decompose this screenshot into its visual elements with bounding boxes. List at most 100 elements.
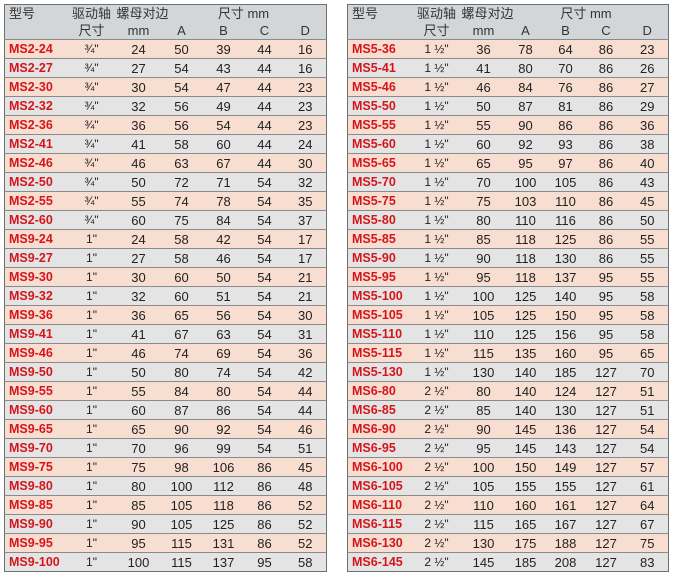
mm-cell: 41 bbox=[116, 324, 161, 344]
d-cell: 58 bbox=[284, 552, 327, 572]
b-cell: 155 bbox=[545, 476, 586, 496]
d-cell: 17 bbox=[284, 229, 327, 249]
c-cell: 54 bbox=[244, 191, 285, 211]
b-cell: 118 bbox=[202, 495, 245, 515]
table-row: MS9-90 1" 90 105 125 86 52 bbox=[4, 514, 327, 534]
b-cell: 160 bbox=[545, 343, 586, 363]
b-cell: 86 bbox=[545, 115, 586, 135]
b-cell: 84 bbox=[202, 210, 245, 230]
a-cell: 105 bbox=[160, 495, 203, 515]
c-cell: 127 bbox=[585, 552, 627, 572]
b-cell: 51 bbox=[202, 286, 245, 306]
mm-cell: 80 bbox=[461, 381, 506, 401]
a-cell: 60 bbox=[160, 267, 203, 287]
c-cell: 86 bbox=[585, 96, 627, 116]
b-cell: 39 bbox=[202, 39, 245, 59]
table-row: MS2-32 ¾" 32 56 49 44 23 bbox=[4, 96, 327, 116]
c-cell: 54 bbox=[244, 210, 285, 230]
mm-cell: 110 bbox=[461, 495, 506, 515]
b-cell: 161 bbox=[545, 495, 586, 515]
table-row: MS6-85 2 ½" 85 140 130 127 51 bbox=[347, 400, 669, 420]
b-cell: 116 bbox=[545, 210, 586, 230]
drive-cell: 1 ½" bbox=[411, 39, 462, 59]
a-cell: 74 bbox=[160, 343, 203, 363]
b-cell: 93 bbox=[545, 134, 586, 154]
table-row: MS5-80 1 ½" 80 110 116 86 50 bbox=[347, 210, 669, 230]
mm-cell: 36 bbox=[116, 115, 161, 135]
a-cell: 58 bbox=[160, 229, 203, 249]
c-cell: 54 bbox=[244, 400, 285, 420]
a-cell: 84 bbox=[160, 381, 203, 401]
a-cell: 58 bbox=[160, 134, 203, 154]
d-cell: 83 bbox=[626, 552, 669, 572]
a-cell: 56 bbox=[160, 96, 203, 116]
mm-cell: 105 bbox=[461, 305, 506, 325]
table-row: MS9-60 1" 60 87 86 54 44 bbox=[4, 400, 327, 420]
drive-cell: 1 ½" bbox=[411, 153, 462, 173]
c-cell: 54 bbox=[244, 305, 285, 325]
d-cell: 36 bbox=[284, 343, 327, 363]
model-header: 型号 bbox=[4, 4, 67, 22]
drive-cell: 1" bbox=[66, 438, 117, 458]
model-cell: MS9-90 bbox=[4, 514, 67, 534]
mm-cell: 55 bbox=[116, 191, 161, 211]
drive-cell: 1 ½" bbox=[411, 229, 462, 249]
b-cell: 70 bbox=[545, 58, 586, 78]
table-row: MS6-110 2 ½" 110 160 161 127 64 bbox=[347, 495, 669, 515]
drive-cell: 1" bbox=[66, 381, 117, 401]
drive-cell: 1" bbox=[66, 229, 117, 249]
table-row: MS9-27 1" 27 58 46 54 17 bbox=[4, 248, 327, 268]
table-row: MS9-85 1" 85 105 118 86 52 bbox=[4, 495, 327, 515]
d-cell: 52 bbox=[284, 495, 327, 515]
c-cell: 127 bbox=[585, 514, 627, 534]
model-cell: MS6-85 bbox=[347, 400, 412, 420]
c-cell: 86 bbox=[244, 457, 285, 477]
a-cell: 160 bbox=[505, 495, 546, 515]
c-cell: 86 bbox=[585, 134, 627, 154]
model-cell: MS5-95 bbox=[347, 267, 412, 287]
d-cell: 64 bbox=[626, 495, 669, 515]
size-header: 尺寸 mm bbox=[545, 4, 627, 22]
d-cell: 51 bbox=[626, 400, 669, 420]
table-row: MS9-65 1" 65 90 92 54 46 bbox=[4, 419, 327, 439]
c-cell: 86 bbox=[585, 248, 627, 268]
drive-cell: ¾" bbox=[66, 77, 117, 97]
b-cell: 140 bbox=[545, 286, 586, 306]
b-cell: 60 bbox=[202, 134, 245, 154]
mm-cell: 115 bbox=[461, 514, 506, 534]
drive-cell: 1 ½" bbox=[411, 286, 462, 306]
table-row: MS5-50 1 ½" 50 87 81 86 29 bbox=[347, 96, 669, 116]
c-cell: 95 bbox=[585, 324, 627, 344]
b-cell: 143 bbox=[545, 438, 586, 458]
mm-cell: 100 bbox=[116, 552, 161, 572]
drive-cell: 1 ½" bbox=[411, 77, 462, 97]
a-cell: 65 bbox=[160, 305, 203, 325]
b-cell: 167 bbox=[545, 514, 586, 534]
model-cell: MS5-130 bbox=[347, 362, 412, 382]
b-header: B bbox=[545, 22, 586, 40]
table-row: MS5-105 1 ½" 105 125 150 95 58 bbox=[347, 305, 669, 325]
mm-cell: 75 bbox=[116, 457, 161, 477]
b-cell: 74 bbox=[202, 362, 245, 382]
table-row: MS5-60 1 ½" 60 92 93 86 38 bbox=[347, 134, 669, 154]
d-cell: 27 bbox=[626, 77, 669, 97]
model-cell: MS5-110 bbox=[347, 324, 412, 344]
a-cell: 140 bbox=[505, 362, 546, 382]
d-cell: 48 bbox=[284, 476, 327, 496]
model-cell: MS2-36 bbox=[4, 115, 67, 135]
mm-cell: 80 bbox=[461, 210, 506, 230]
mm-cell: 70 bbox=[461, 172, 506, 192]
b-cell: 137 bbox=[202, 552, 245, 572]
mm-header: mm bbox=[461, 22, 506, 40]
table-row: MS9-50 1" 50 80 74 54 42 bbox=[4, 362, 327, 382]
c-cell: 44 bbox=[244, 134, 285, 154]
table-row: MS9-24 1" 24 58 42 54 17 bbox=[4, 229, 327, 249]
mm-cell: 95 bbox=[461, 267, 506, 287]
b-cell: 106 bbox=[202, 457, 245, 477]
mm-cell: 46 bbox=[116, 153, 161, 173]
a-cell: 115 bbox=[160, 533, 203, 553]
b-cell: 54 bbox=[202, 115, 245, 135]
mm-cell: 24 bbox=[116, 229, 161, 249]
table-row: MS6-95 2 ½" 95 145 143 127 54 bbox=[347, 438, 669, 458]
model-cell: MS9-27 bbox=[4, 248, 67, 268]
